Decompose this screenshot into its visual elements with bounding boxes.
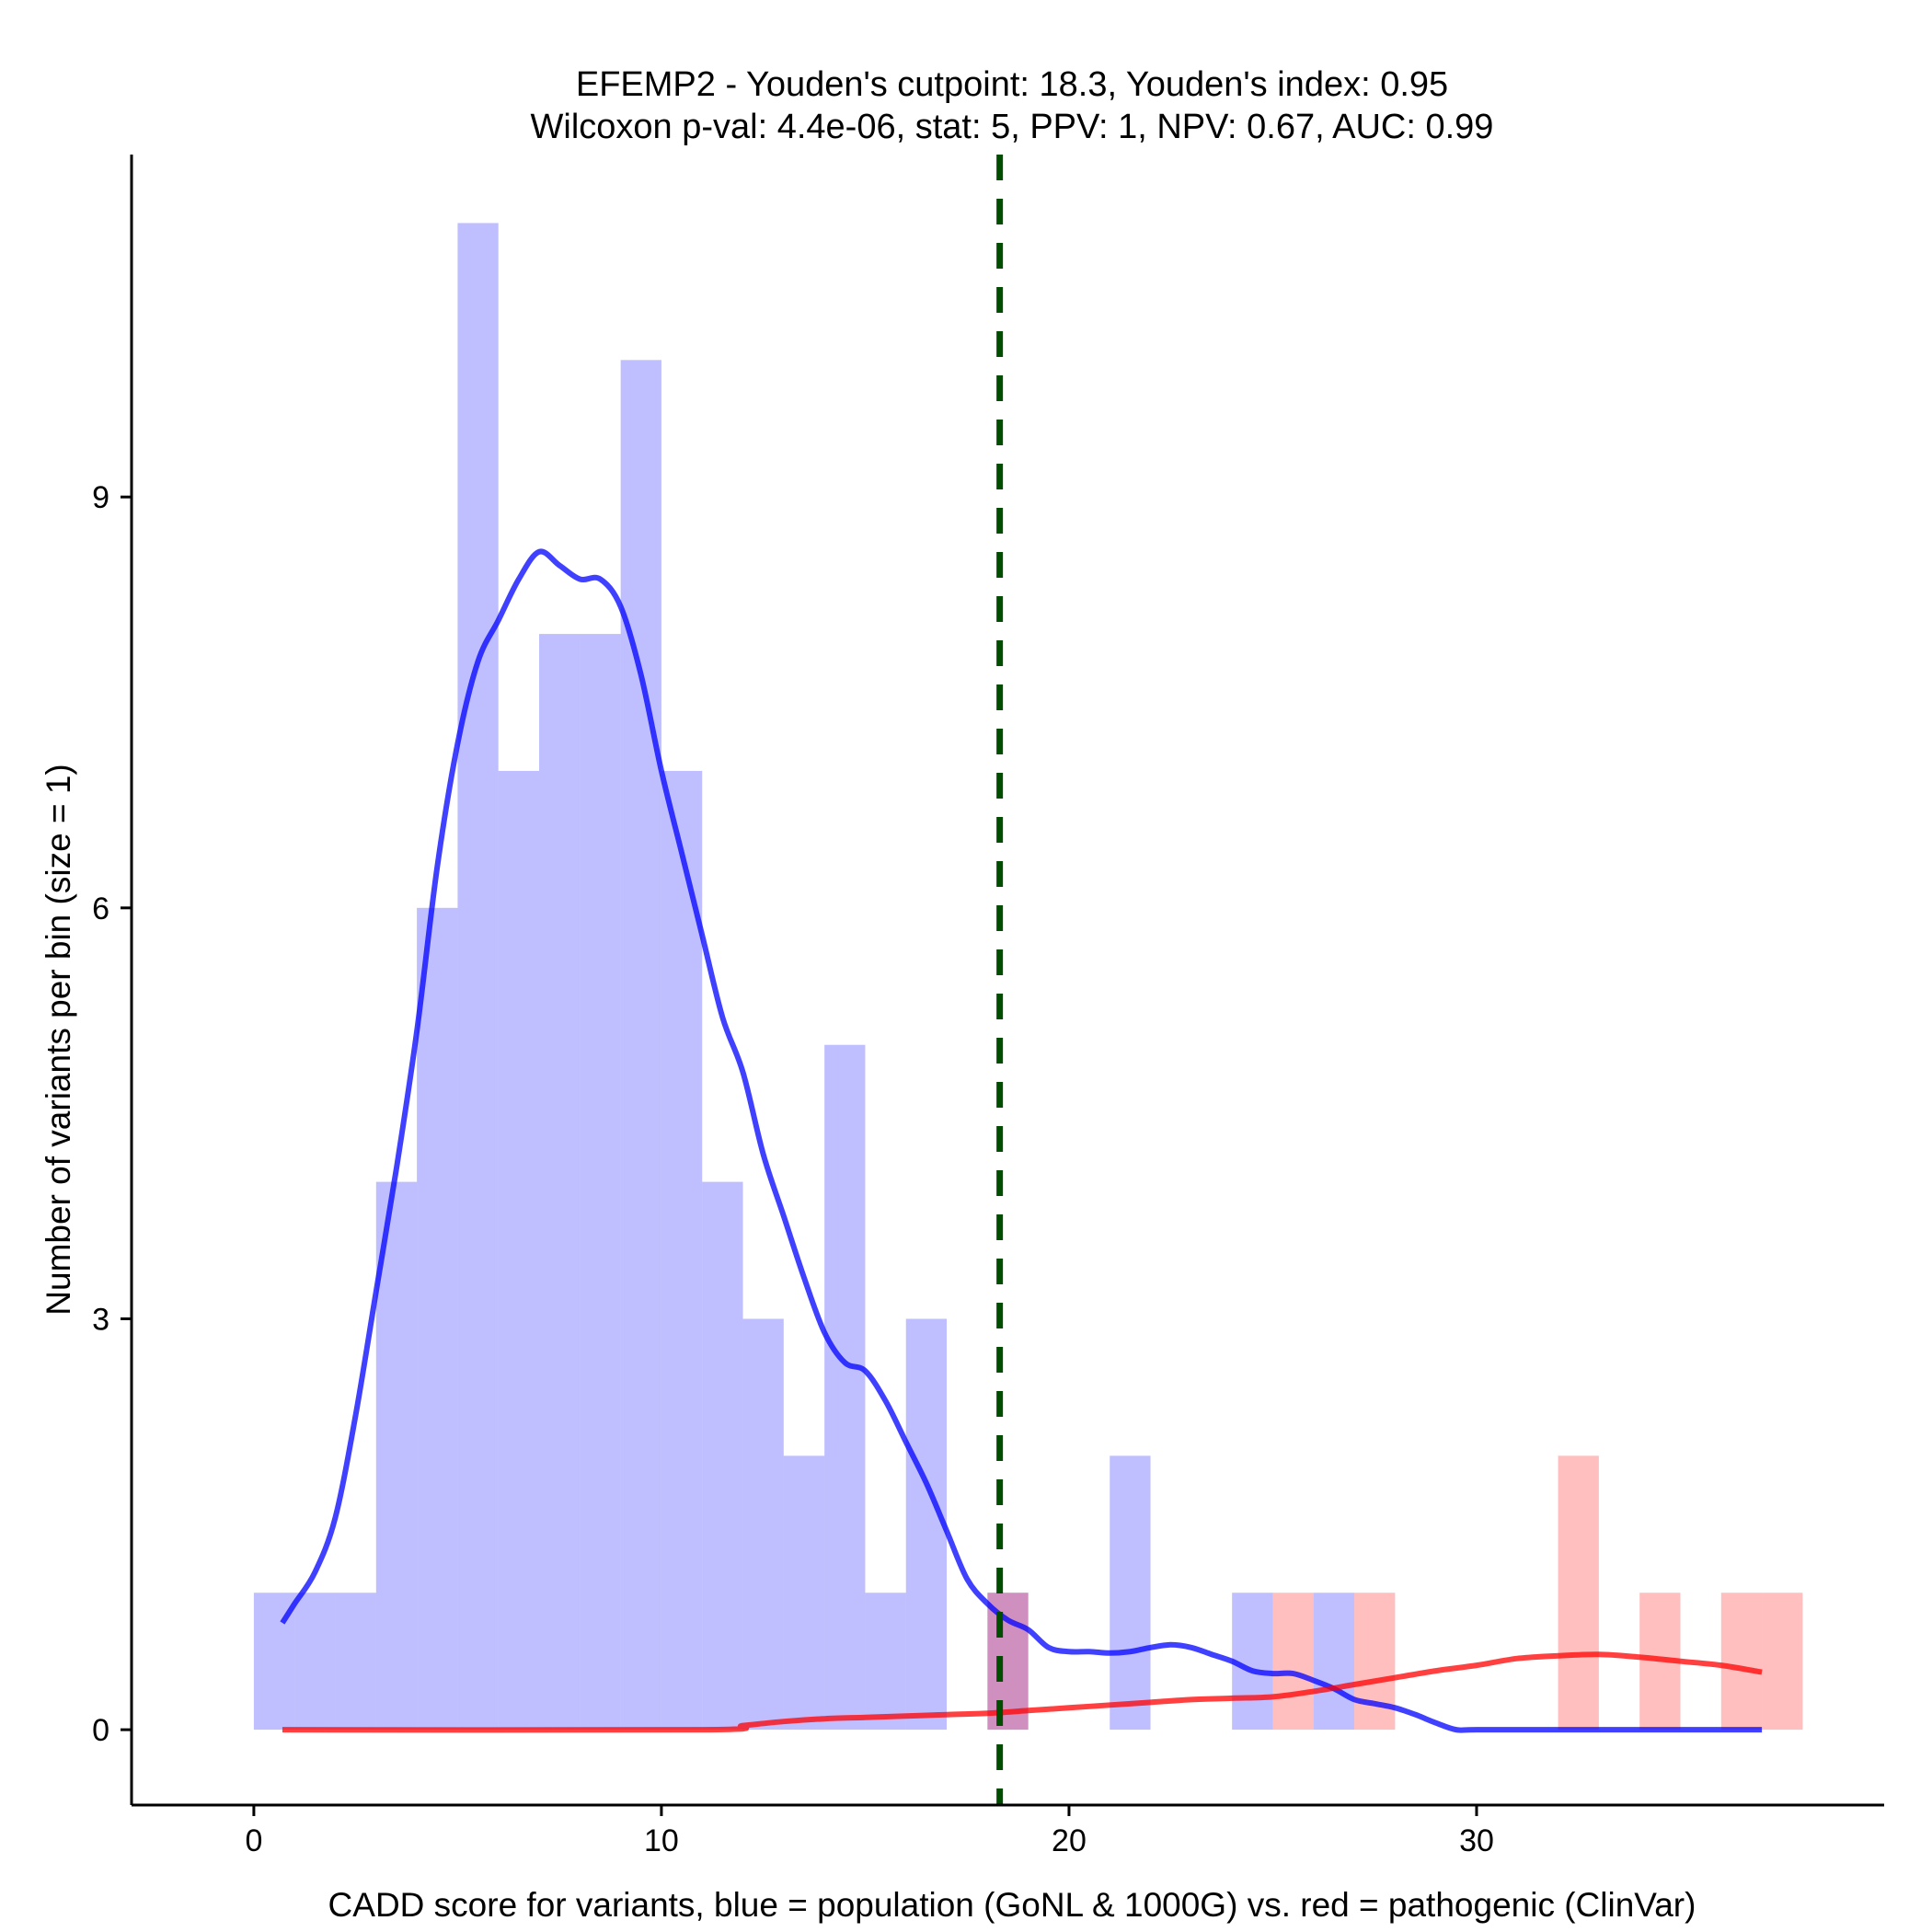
chart-title: EFEMP2 - Youden's cutpoint: 18.3, Youden…: [531, 65, 1494, 146]
y-tick-label-3: 3: [92, 1302, 109, 1337]
x-tick-label-30: 30: [1459, 1823, 1494, 1858]
y-tick-label-0: 0: [92, 1713, 109, 1748]
pathogenic-bar-36: [1720, 1593, 1763, 1731]
histogram-bars: [253, 223, 1803, 1731]
population-bar-18: [987, 1593, 1029, 1731]
x-tick-label-0: 0: [245, 1823, 262, 1858]
y-tick-label-9: 9: [92, 480, 109, 515]
population-bar-14: [824, 1044, 866, 1731]
population-bar-12: [742, 1318, 784, 1731]
x-axis-title: CADD score for variants, blue = populati…: [328, 1886, 1696, 1924]
pathogenic-bar-32: [1558, 1455, 1599, 1731]
population-bar-9: [620, 360, 661, 1731]
population-bar-15: [865, 1593, 906, 1731]
population-bar-2: [335, 1593, 376, 1731]
x-tick-label-10: 10: [644, 1823, 679, 1858]
population-bar-11: [702, 1181, 743, 1731]
population-bar-1: [294, 1593, 336, 1731]
chart-title-line-1: EFEMP2 - Youden's cutpoint: 18.3, Youden…: [576, 65, 1448, 104]
population-bar-21: [1110, 1455, 1151, 1731]
x-tick-label-20: 20: [1052, 1823, 1087, 1858]
population-bar-4: [417, 907, 458, 1731]
density-curves: [280, 548, 1763, 1733]
population-bar-5: [457, 223, 499, 1731]
y-tick-label-6: 6: [92, 891, 109, 926]
pathogenic-bar-25: [1272, 1593, 1314, 1731]
pathogenic-bar-18: [987, 1593, 1029, 1731]
population-bar-7: [539, 634, 581, 1731]
y-axis-title: Number of variants per bin (size = 1): [40, 764, 77, 1315]
chart-title-line-2: Wilcoxon p-val: 4.4e-06, stat: 5, PPV: 1…: [531, 108, 1494, 146]
population-bar-26: [1313, 1593, 1355, 1731]
population-density-curve: [280, 548, 1763, 1733]
population-bar-13: [783, 1455, 825, 1731]
population-bar-16: [905, 1318, 948, 1731]
population-bar-24: [1232, 1593, 1273, 1731]
axes: 0 10 20 30 0 3 6 9: [92, 155, 1884, 1858]
pathogenic-density-curve: [282, 1651, 1763, 1733]
pathogenic-bar-37: [1762, 1593, 1803, 1731]
population-bar-10: [661, 770, 703, 1731]
population-bar-3: [375, 1181, 418, 1731]
population-bar-8: [580, 634, 621, 1731]
population-bar-6: [498, 770, 540, 1731]
